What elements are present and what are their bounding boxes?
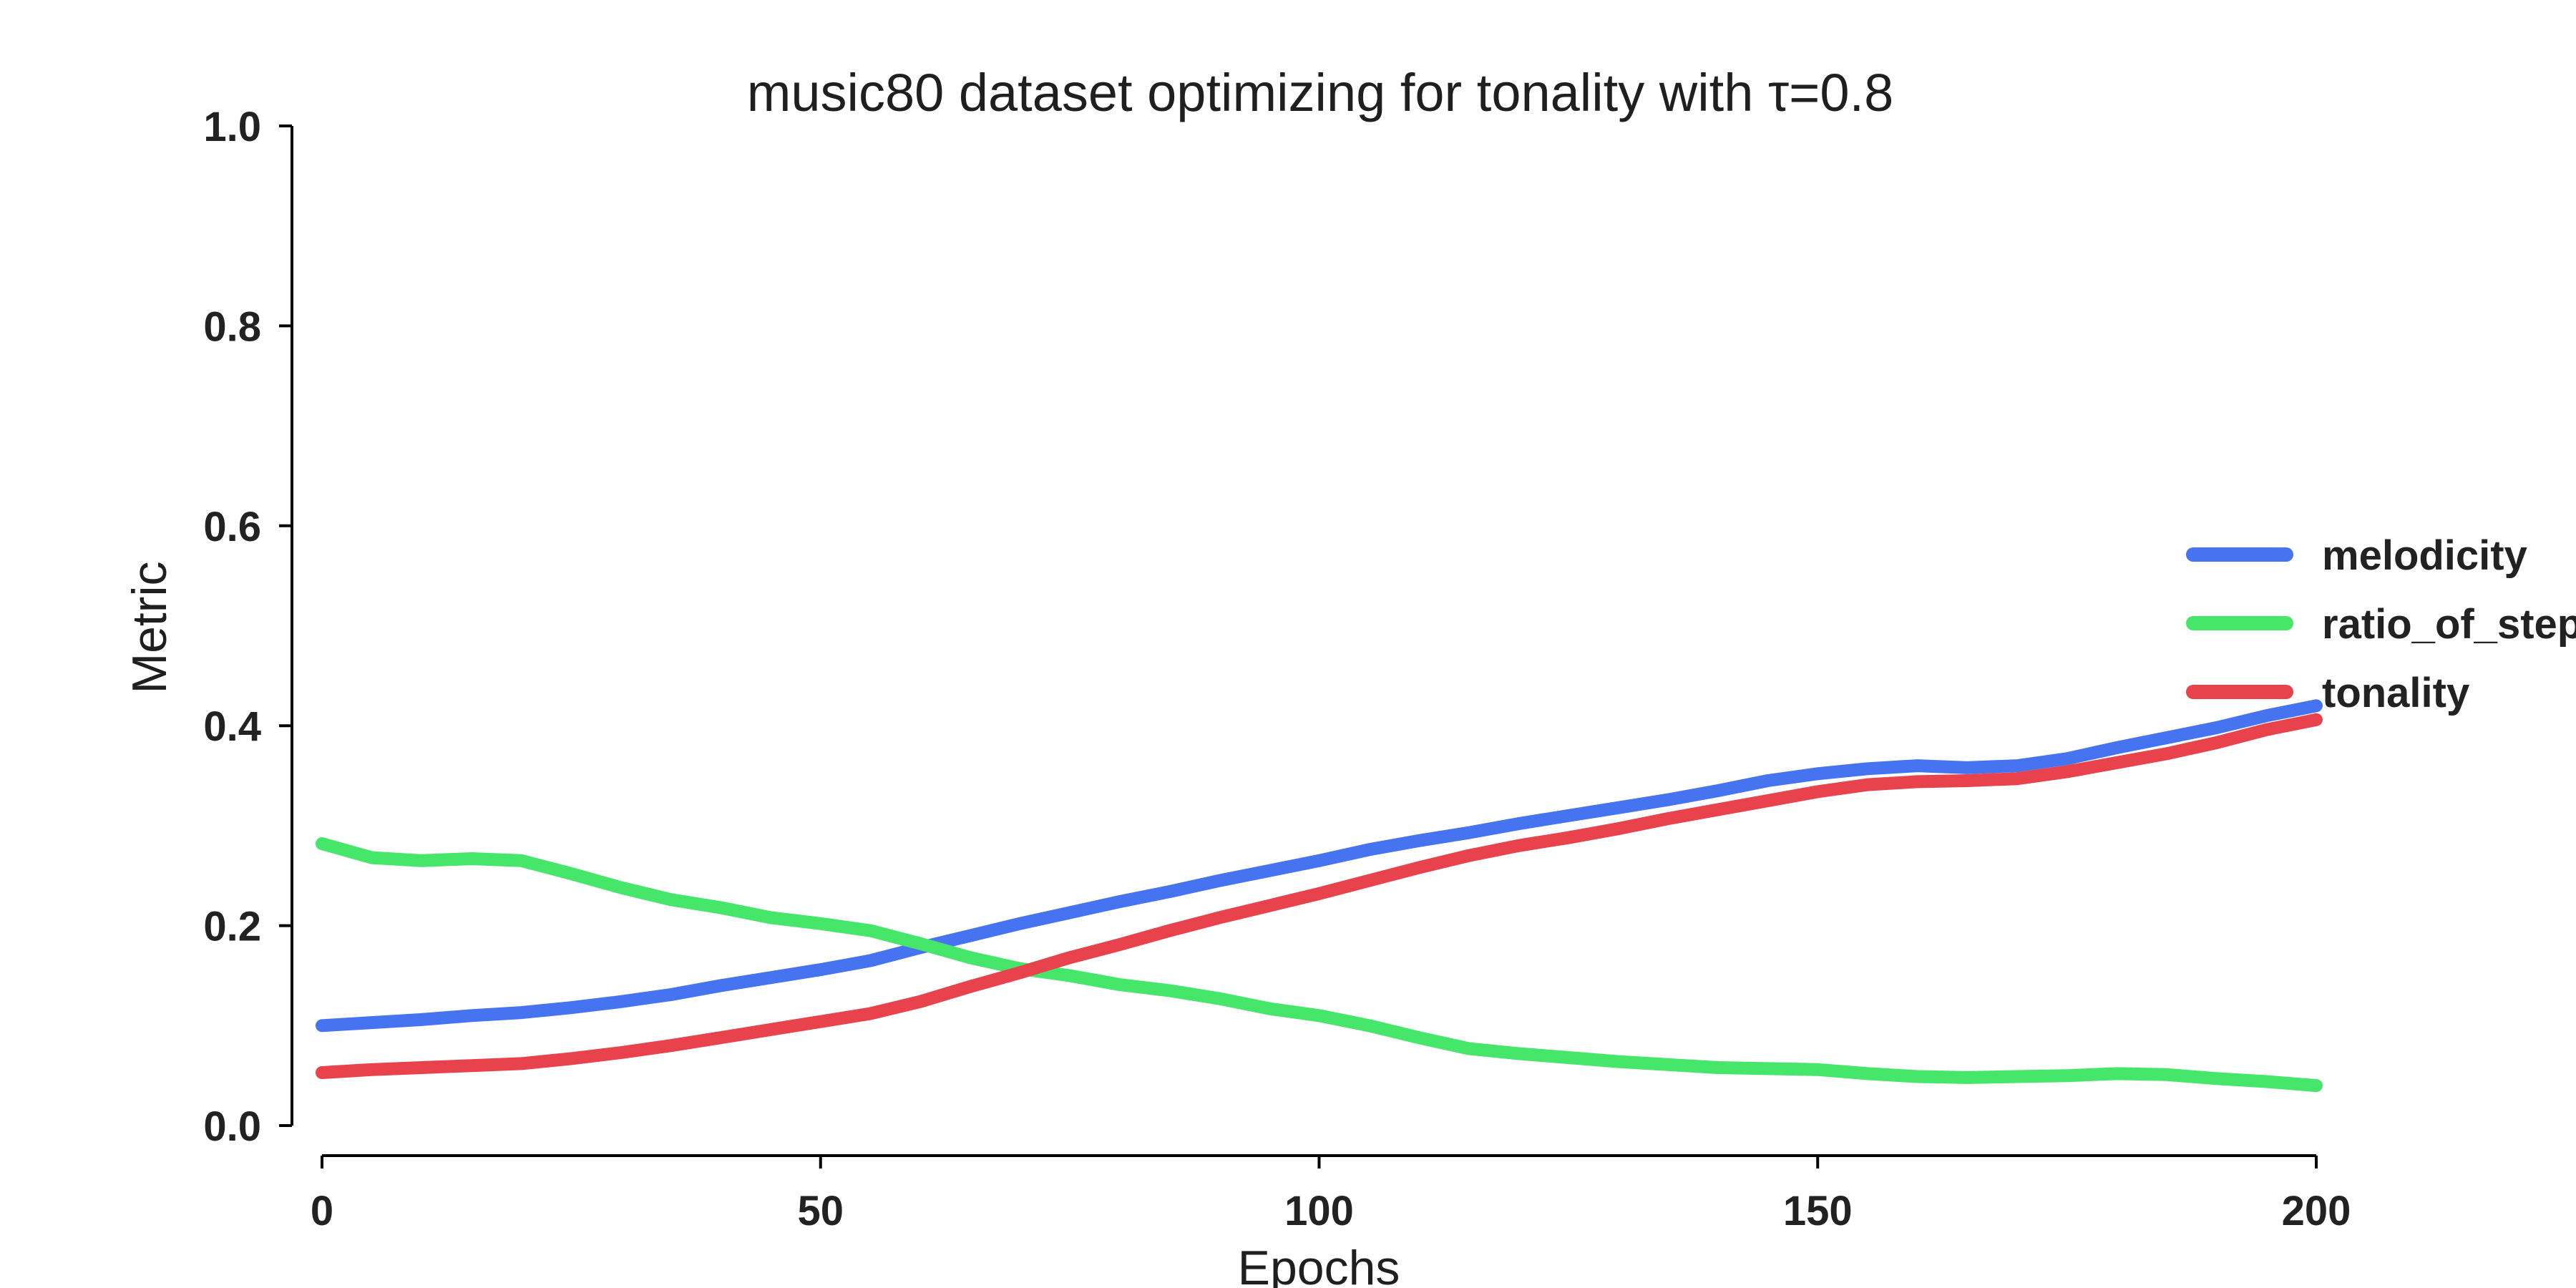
x-axis-label: Epochs — [1238, 1241, 1400, 1288]
series-line-melodicity — [316, 699, 2323, 1033]
legend-label: ratio_of_steps — [2322, 601, 2576, 648]
series-line-tonality — [316, 713, 2323, 1079]
legend-label: melodicity — [2322, 532, 2527, 579]
x-tick-label: 50 — [797, 1188, 844, 1234]
y-axis-ticks: 0.0 0.2 0.4 0.6 0.8 1.0 — [203, 104, 292, 1150]
legend-label: tonality — [2322, 670, 2469, 716]
x-tick-label: 200 — [2282, 1188, 2351, 1234]
x-axis-ticks: 0 50 100 150 200 — [311, 1156, 2351, 1234]
series-line-ratio-of-steps — [316, 837, 2323, 1093]
y-tick-label: 0.6 — [203, 504, 261, 550]
y-tick-label: 0.0 — [203, 1103, 261, 1150]
x-tick-label: 100 — [1284, 1188, 1354, 1234]
x-tick-label: 150 — [1783, 1188, 1853, 1234]
y-tick-label: 0.4 — [203, 703, 261, 750]
x-tick-label: 0 — [311, 1188, 333, 1234]
legend: melodicity ratio_of_steps tonality — [2186, 532, 2576, 716]
chart-title: music80 dataset optimizing for tonality … — [747, 63, 1894, 122]
y-tick-label: 0.8 — [203, 303, 261, 350]
y-tick-label: 1.0 — [203, 104, 261, 150]
y-tick-label: 0.2 — [203, 904, 261, 950]
series-lines — [316, 699, 2323, 1093]
y-axis-label: Metric — [122, 561, 177, 693]
